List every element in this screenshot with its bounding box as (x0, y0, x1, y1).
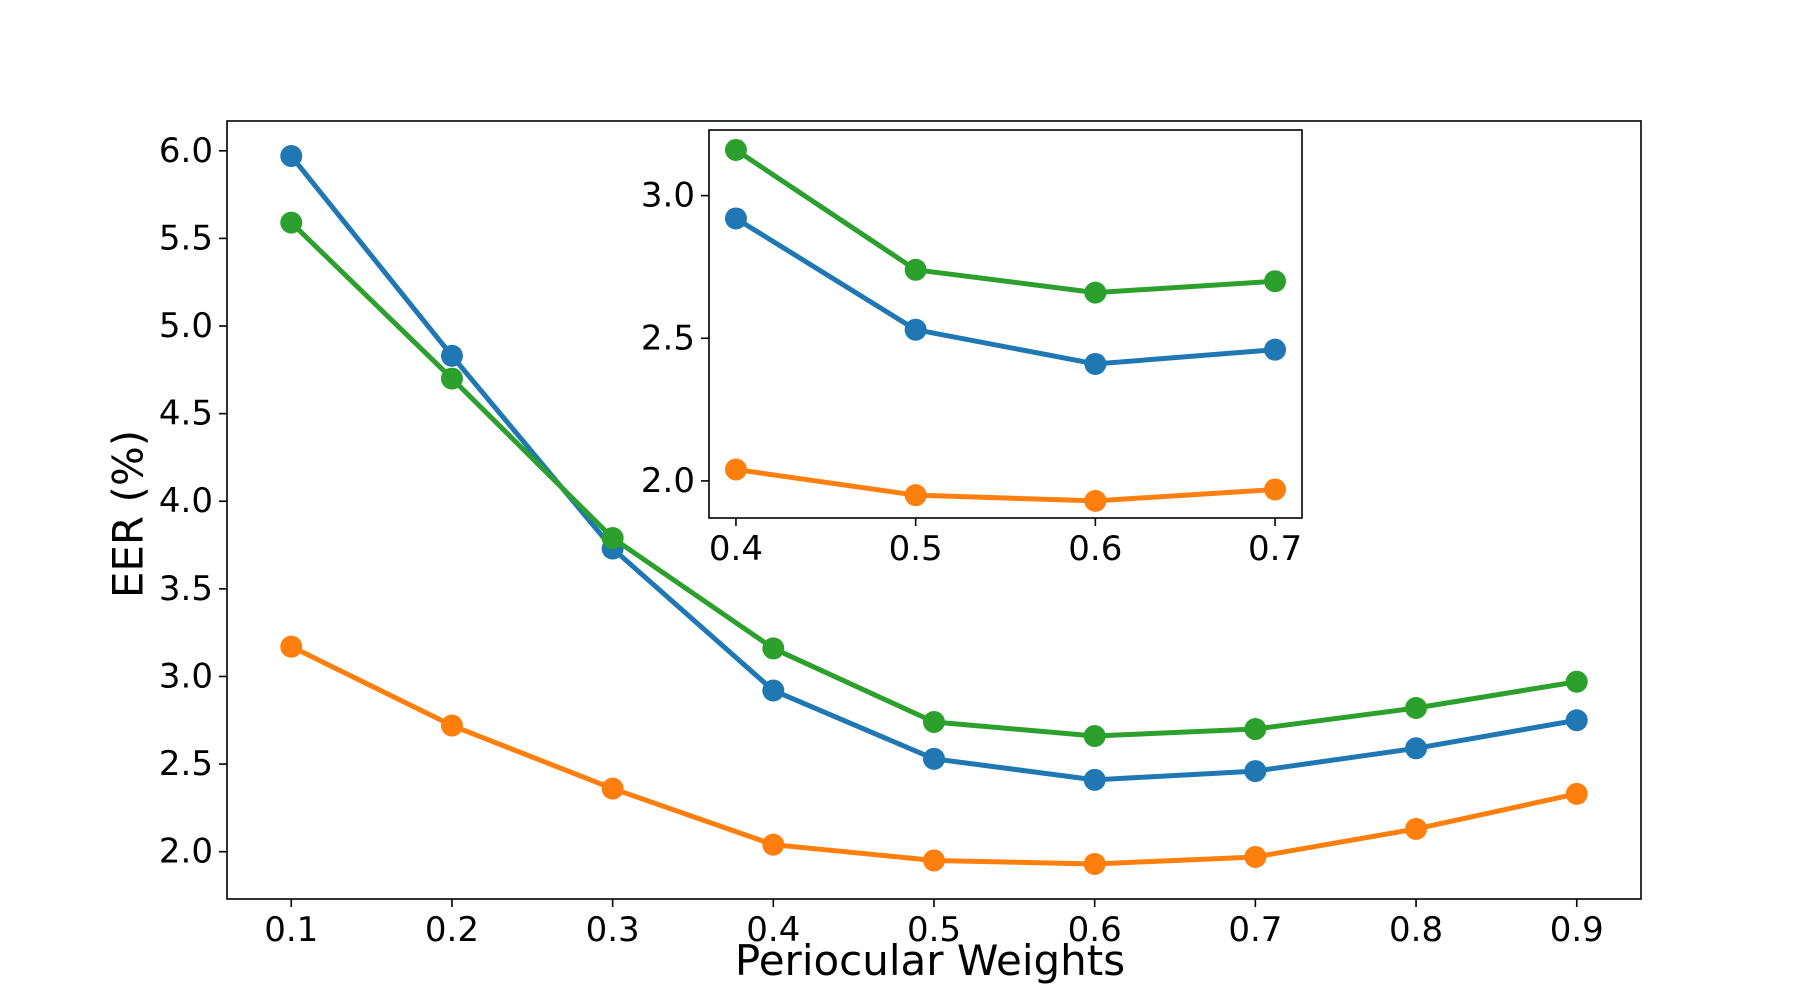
main-y-tick-label: 5.0 (159, 306, 213, 346)
main-y-tick-label: 6.0 (159, 131, 213, 171)
main-x-tick-label: 0.1 (264, 910, 318, 950)
main-plot: 0.1 0.2 0.3 0.4 0.5 0.6 0.7 0.8 0.9 2.0 2.5 3.0 3.5 4… (104, 120, 1642, 985)
main-x-tick-label: 0.3 (586, 910, 640, 950)
main-point-green-5 (1083, 725, 1106, 748)
main-y-tick-label: 5.5 (159, 218, 213, 258)
main-point-blue-7 (1405, 737, 1428, 760)
main-point-orange-4 (923, 849, 945, 872)
main-point-orange-8 (1565, 782, 1588, 805)
main-point-blue-5 (1083, 768, 1106, 791)
inset-x-tick-label: 0.6 (1068, 529, 1122, 569)
main-point-orange-0 (280, 635, 303, 658)
main-point-green-8 (1565, 670, 1588, 693)
inset-point-orange-2 (1084, 489, 1107, 512)
main-x-tick-label: 0.8 (1389, 910, 1443, 950)
main-point-green-1 (440, 367, 463, 390)
main-point-orange-6 (1244, 845, 1267, 868)
main-y-axis-title: EER (%) (104, 430, 153, 598)
inset-point-blue-1 (904, 318, 927, 341)
inset-point-orange-3 (1264, 478, 1287, 501)
inset-point-orange-0 (724, 458, 747, 481)
main-point-orange-3 (762, 833, 785, 856)
inset-y-tick-label: 2.0 (641, 461, 695, 501)
main-y-tick-label: 2.5 (159, 744, 213, 784)
main-point-blue-3 (762, 679, 785, 702)
main-y-tick-label: 3.0 (159, 656, 213, 696)
main-point-orange-7 (1405, 817, 1428, 840)
inset-point-blue-2 (1084, 352, 1107, 375)
inset-point-blue-3 (1264, 338, 1287, 361)
main-point-blue-1 (440, 344, 463, 367)
inset-plot: 0.4 0.5 0.6 0.7 2.0 2.5 3.0 (641, 129, 1303, 569)
inset-point-green-2 (1084, 281, 1107, 304)
main-point-orange-5 (1083, 852, 1106, 875)
inset-point-green-0 (724, 138, 747, 161)
main-y-tick-label: 3.5 (159, 569, 213, 609)
main-y-tick-label: 2.0 (159, 832, 213, 872)
main-x-tick-label: 0.9 (1550, 910, 1604, 950)
inset-series-line-green (733, 147, 1278, 296)
inset-axes-frame (708, 129, 1303, 519)
inset-x-tick-label: 0.4 (709, 529, 763, 569)
main-x-tick-label: 0.2 (425, 910, 479, 950)
main-point-orange-2 (601, 777, 624, 800)
main-point-green-4 (923, 711, 945, 734)
main-point-green-7 (1405, 697, 1428, 720)
inset-point-green-3 (1264, 270, 1287, 293)
main-point-blue-6 (1244, 760, 1267, 783)
main-point-green-6 (1244, 718, 1267, 741)
main-point-green-0 (280, 211, 303, 234)
main-x-axis-title: Periocular Weights (735, 936, 1125, 985)
main-point-blue-0 (280, 145, 303, 168)
inset-point-green-1 (904, 258, 927, 281)
inset-point-blue-0 (724, 207, 747, 230)
main-y-tick-label: 4.5 (159, 394, 213, 434)
main-x-tick-label: 0.7 (1228, 910, 1282, 950)
main-point-blue-4 (923, 747, 945, 770)
inset-background (709, 130, 1302, 518)
main-x-tick-label: 0.6 (1068, 910, 1122, 950)
inset-x-tick-label: 0.7 (1248, 529, 1302, 569)
main-y-tick-label: 4.0 (159, 481, 213, 521)
inset-series-line-blue (733, 215, 1278, 367)
main-point-orange-1 (440, 714, 463, 737)
main-point-green-3 (762, 637, 785, 660)
inset-point-orange-1 (904, 484, 927, 507)
main-x-tick-label: 0.4 (746, 910, 800, 950)
inset-y-tick-label: 3.0 (641, 176, 695, 216)
inset-x-tick-label: 0.5 (889, 529, 943, 569)
inset-series-line-orange (733, 467, 1278, 504)
main-point-green-2 (601, 527, 624, 550)
main-x-tick-label: 0.5 (907, 910, 961, 950)
inset-y-tick-label: 2.5 (641, 318, 695, 358)
main-point-blue-8 (1565, 709, 1588, 732)
